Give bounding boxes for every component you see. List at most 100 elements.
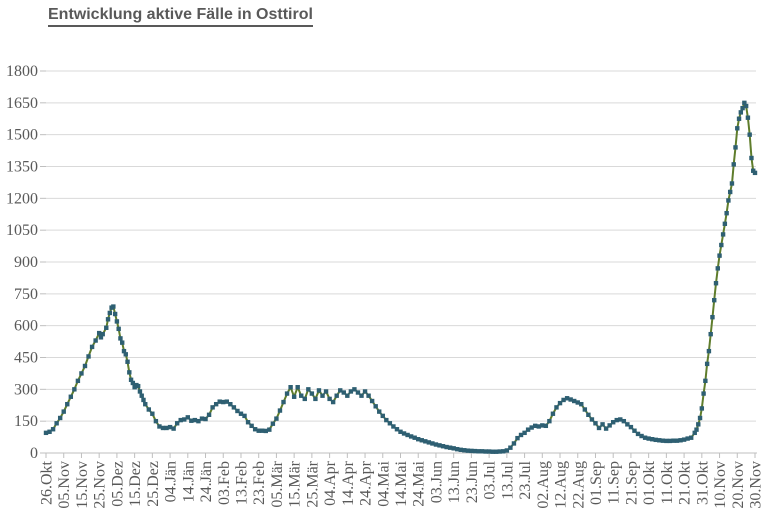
x-tick-label: 15.Mär (287, 460, 304, 507)
x-tick-label: 21.Sep (623, 461, 640, 505)
data-point-marker (306, 387, 311, 392)
data-point-marker (61, 409, 66, 414)
data-point-marker (295, 385, 300, 390)
x-tick-label: 23.Feb (251, 461, 268, 505)
data-point-marker (713, 281, 719, 286)
data-point-marker (231, 405, 237, 410)
data-point-marker (708, 331, 713, 337)
data-point-marker (323, 389, 329, 394)
x-tick-label: 04.Jän (163, 461, 180, 502)
data-point-marker (401, 431, 407, 436)
data-point-marker (373, 404, 378, 409)
data-point-marker (86, 354, 91, 359)
data-point-marker (703, 378, 708, 384)
data-point-marker (146, 407, 152, 412)
data-point-marker (660, 438, 666, 443)
data-point-marker (706, 348, 712, 354)
data-point-marker (582, 407, 588, 412)
data-point-marker (387, 421, 393, 426)
data-point-marker (245, 420, 251, 425)
data-point-marker (267, 427, 272, 432)
data-point-marker (704, 361, 710, 367)
data-point-marker (738, 110, 744, 115)
data-point-marker (43, 430, 49, 436)
data-point-marker (288, 385, 293, 390)
chart-title: Entwicklung aktive Fälle in Osttirol (48, 6, 313, 28)
data-point-marker (540, 423, 545, 428)
data-point-marker (135, 383, 141, 389)
x-tick-label: 11.Sep (606, 461, 623, 504)
data-point-marker (105, 317, 111, 322)
y-tick-label: 600 (14, 318, 38, 335)
y-tick-label: 1350 (6, 159, 38, 176)
data-point-marker (72, 387, 77, 392)
data-point-marker (657, 438, 662, 443)
data-point-marker (740, 105, 745, 111)
data-point-marker (743, 103, 749, 109)
x-tick-label: 05.Nov (56, 461, 73, 509)
data-point-marker (125, 359, 130, 364)
x-tick-label: 24.Mai (411, 460, 428, 506)
data-point-marker (174, 421, 180, 426)
x-tick-label: 13.Jun (446, 461, 463, 503)
data-point-marker (130, 380, 136, 386)
y-tick-label: 1050 (6, 222, 38, 239)
data-point-marker (522, 430, 527, 436)
data-point-marker (217, 399, 222, 404)
x-tick-label: 03.Feb (216, 461, 233, 505)
data-point-marker (561, 397, 566, 403)
data-point-marker (504, 448, 510, 453)
data-point-marker (299, 393, 304, 398)
data-point-marker (123, 352, 128, 357)
data-point-marker (182, 417, 187, 422)
data-point-marker (235, 408, 240, 414)
y-tick-label: 1800 (6, 63, 38, 80)
data-point-marker (277, 408, 283, 413)
data-point-marker (497, 449, 502, 454)
data-point-marker (642, 435, 648, 440)
y-tick-label: 750 (14, 286, 38, 303)
data-point-marker (121, 348, 127, 354)
data-point-marker (646, 436, 651, 441)
data-point-marker (302, 396, 307, 402)
data-point-marker (536, 424, 541, 429)
data-point-marker (465, 448, 471, 453)
data-point-marker (678, 438, 683, 443)
data-point-marker (249, 423, 254, 429)
data-point-marker (547, 418, 552, 424)
data-point-marker (178, 417, 183, 423)
data-point-marker (635, 431, 641, 437)
data-point-marker (664, 438, 669, 444)
x-tick-label: 04.Apr (322, 460, 339, 506)
data-point-marker (533, 423, 538, 429)
data-point-marker (362, 389, 368, 394)
data-point-marker (550, 411, 556, 416)
data-point-marker (726, 198, 731, 203)
data-point-marker (717, 253, 722, 258)
data-point-marker (525, 427, 531, 432)
data-point-marker (359, 393, 364, 398)
data-point-marker (511, 441, 517, 446)
data-point-marker (729, 181, 735, 186)
data-point-marker (611, 420, 616, 425)
data-point-marker (618, 417, 623, 422)
data-point-marker (252, 427, 258, 432)
x-tick-label: 23.Jul (517, 460, 534, 499)
x-tick-label: 12.Aug (553, 461, 570, 509)
data-point-marker (462, 448, 467, 453)
data-point-marker (116, 326, 121, 332)
data-point-marker (667, 438, 673, 444)
data-point-marker (107, 310, 113, 316)
data-point-marker (75, 378, 81, 384)
data-point-marker (137, 389, 143, 394)
data-point-marker (96, 330, 102, 336)
data-point-marker (419, 438, 424, 443)
data-point-marker (508, 445, 513, 450)
data-point-marker (490, 449, 495, 454)
data-point-marker (338, 388, 343, 393)
data-point-marker (715, 266, 720, 271)
data-point-marker (423, 439, 428, 444)
x-tick-label: 20.Nov (730, 461, 747, 509)
data-point-marker (377, 409, 382, 414)
